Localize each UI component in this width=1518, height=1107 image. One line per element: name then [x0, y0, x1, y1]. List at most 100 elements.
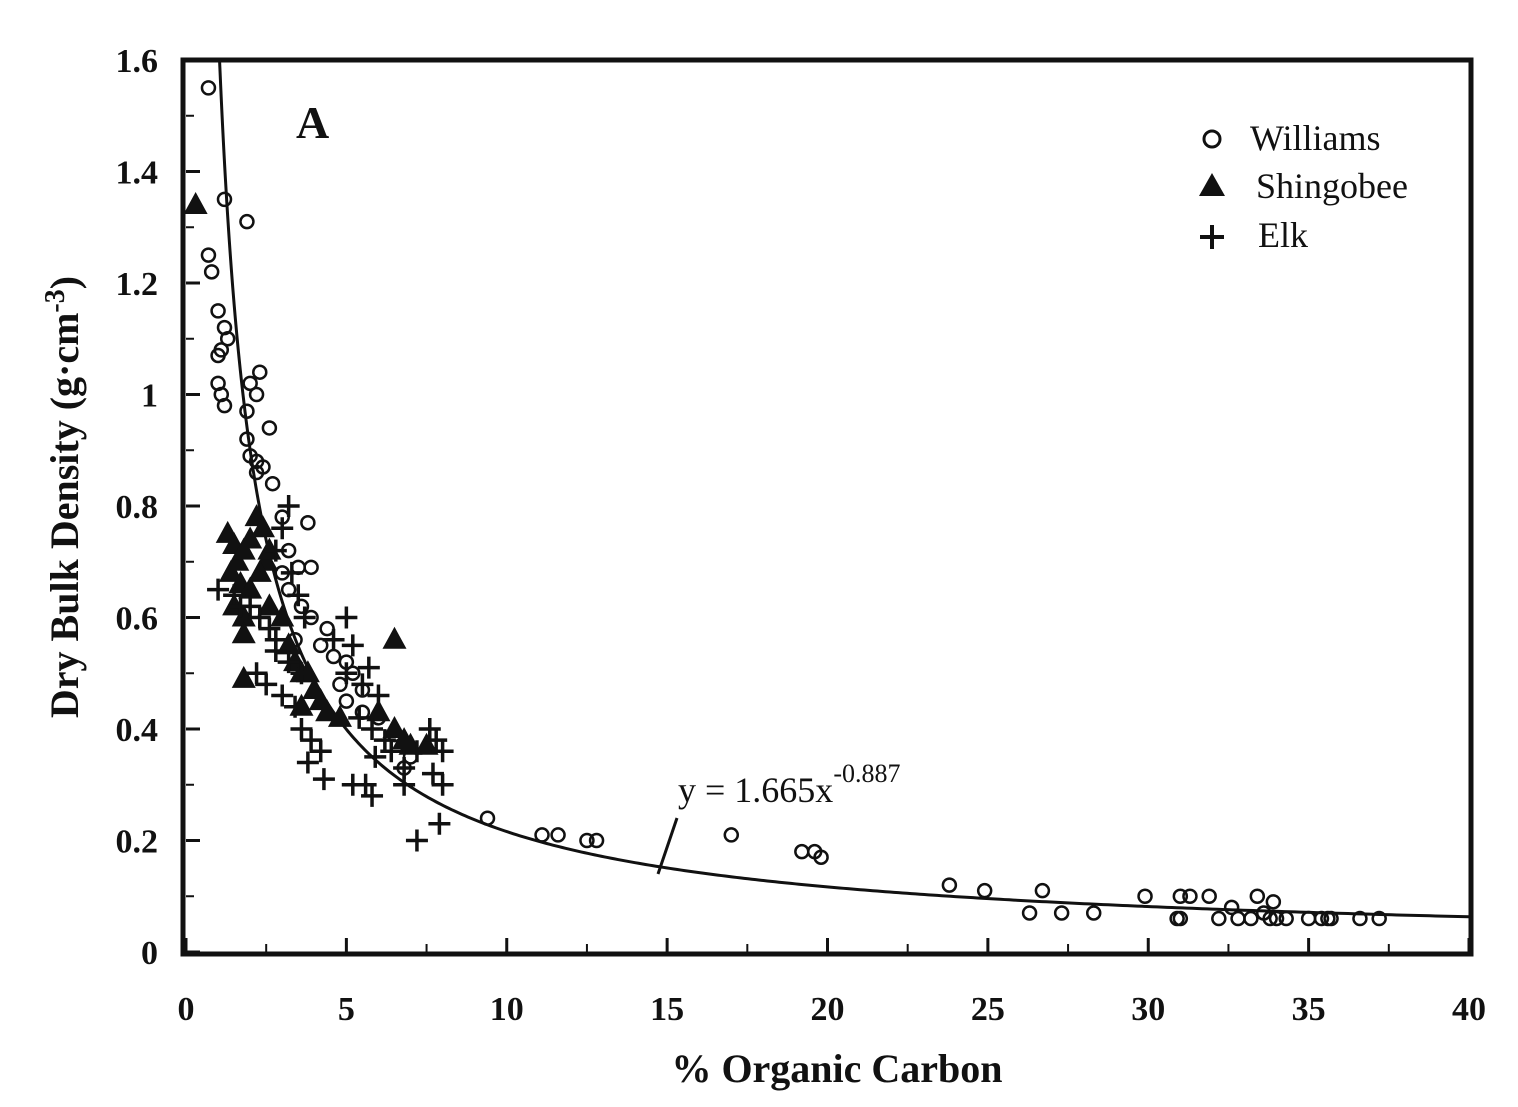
williams-point — [200, 247, 217, 263]
shingobee-point — [231, 604, 256, 627]
williams-point — [1182, 888, 1198, 904]
williams-point — [261, 420, 278, 436]
y-tick-label: 0.4 — [116, 712, 159, 749]
elk-point — [284, 695, 307, 718]
williams-point — [588, 832, 605, 849]
shingobee-point — [183, 191, 208, 214]
elk-point — [431, 773, 454, 796]
x-tick-label: 0 — [178, 991, 195, 1028]
y-axis-title-sup: -3 — [40, 289, 71, 312]
williams-point — [1323, 910, 1339, 927]
panel-label: A — [296, 97, 329, 148]
elk-point — [271, 517, 294, 540]
williams-point — [210, 303, 226, 319]
williams-point — [813, 849, 829, 865]
elk-point — [335, 606, 358, 629]
williams-point — [1352, 910, 1368, 927]
fit-label-leader — [656, 817, 679, 875]
elk-point — [271, 684, 294, 707]
williams-point — [300, 514, 316, 531]
elk-point — [428, 812, 451, 835]
williams-point — [242, 375, 258, 392]
elk-point — [405, 740, 428, 763]
williams-point — [239, 403, 255, 419]
fit-equation-main: y = 1.665x — [678, 770, 833, 810]
williams-point — [319, 620, 335, 637]
williams-point — [203, 264, 220, 280]
elk-point — [290, 718, 313, 740]
shingobee-point — [231, 665, 256, 688]
elk-point — [348, 706, 371, 729]
shingobee-point — [257, 537, 282, 560]
williams-point — [941, 877, 958, 893]
elk-point — [364, 745, 387, 768]
williams-point — [248, 464, 265, 481]
elk-point — [421, 762, 444, 785]
elk-point — [223, 584, 246, 607]
series-williams — [200, 80, 1387, 927]
elk-point — [277, 651, 300, 674]
williams-point — [1053, 905, 1070, 921]
williams-point — [219, 331, 236, 347]
williams-point — [252, 364, 268, 380]
y-tick-label: 0.2 — [116, 824, 159, 861]
williams-point — [1034, 882, 1051, 899]
elk-point — [357, 656, 380, 679]
williams-point — [1172, 888, 1189, 904]
williams-point — [579, 832, 595, 849]
williams-point — [239, 431, 255, 447]
elk-point — [354, 773, 377, 796]
elk-point — [425, 729, 448, 752]
williams-point — [723, 827, 740, 843]
shingobee-point — [382, 716, 407, 738]
y-tick-label: 1 — [141, 378, 158, 415]
x-tick-label: 25 — [971, 991, 1005, 1028]
williams-point — [1268, 910, 1285, 927]
y-axis-title-close: ) — [42, 276, 87, 289]
x-tick-label: 40 — [1452, 991, 1486, 1028]
shingobee-point — [270, 604, 295, 627]
williams-point — [1201, 888, 1217, 904]
elk-point — [258, 617, 281, 640]
elk-point — [248, 606, 271, 629]
williams-point — [1021, 905, 1038, 921]
shingobee-point — [276, 632, 301, 655]
elk-point — [300, 729, 323, 752]
elk-point — [287, 584, 310, 607]
williams-point — [239, 213, 255, 230]
williams-point — [210, 347, 226, 364]
elk-point — [277, 495, 300, 517]
elk-point — [373, 729, 396, 752]
elk-point — [229, 595, 252, 618]
y-tick-label: 1.2 — [116, 266, 159, 303]
y-axis-title: Dry Bulk Density (g·cm-3) — [40, 276, 87, 718]
williams-point — [1313, 910, 1330, 927]
williams-point — [1278, 910, 1294, 927]
williams-point — [1211, 910, 1227, 927]
williams-point — [1265, 894, 1282, 910]
elk-point — [309, 740, 332, 763]
series-elk — [207, 495, 454, 852]
axis-ticks — [184, 58, 1471, 954]
elk-point — [255, 673, 278, 696]
williams-point — [550, 827, 566, 843]
elk-point — [405, 829, 428, 852]
elk-point — [361, 718, 384, 740]
williams-point — [1223, 899, 1240, 916]
x-tick-label: 15 — [650, 991, 684, 1028]
williams-point — [293, 598, 310, 615]
williams-point — [1172, 910, 1189, 927]
y-tick-label: 0 — [141, 935, 158, 972]
shingobee-point — [250, 515, 275, 538]
shingobee-point — [315, 699, 340, 722]
shingobee-point — [247, 559, 272, 582]
elk-point — [245, 662, 268, 685]
williams-point — [338, 693, 355, 709]
williams-point — [1230, 910, 1246, 927]
elk-point — [361, 784, 384, 807]
y-tick-label: 0.8 — [116, 489, 159, 526]
fit-equation-exponent: -0.887 — [833, 759, 900, 788]
williams-point — [1243, 910, 1259, 927]
elk-point — [293, 606, 316, 629]
